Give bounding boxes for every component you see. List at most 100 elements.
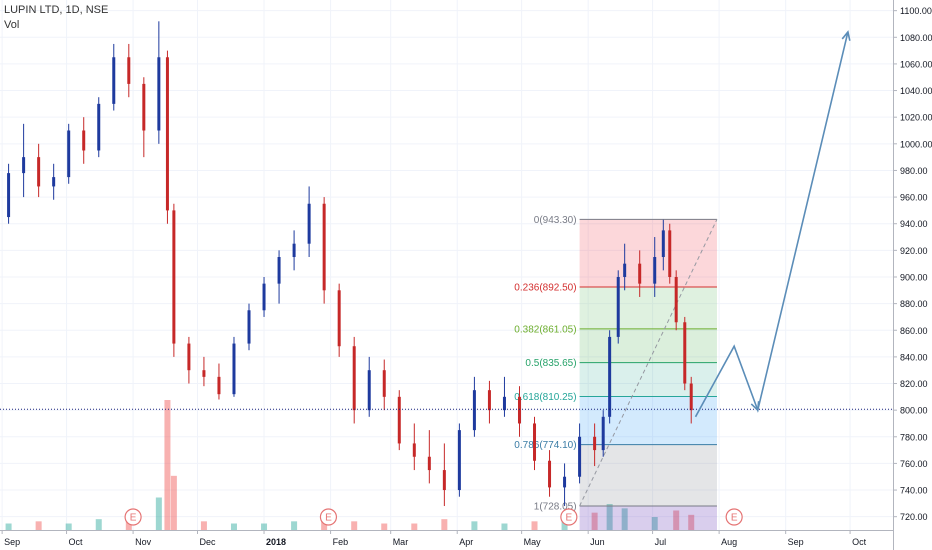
candle-body [457, 430, 461, 491]
candle-body [593, 436, 597, 451]
time-tick-label: Oct [852, 537, 867, 547]
earnings-marker-icon [319, 508, 338, 526]
candle-body [563, 476, 567, 488]
candle-body [127, 57, 131, 84]
candle-body [427, 456, 431, 471]
candle-body [472, 390, 476, 431]
price-tick-label: 860.00 [900, 326, 928, 336]
volume-bar [411, 523, 418, 530]
fib-level-label: 0.5(835.65) [525, 358, 576, 369]
time-tick-label: Nov [135, 537, 152, 547]
time-tick-label: Feb [333, 537, 349, 547]
price-tick-label: 780.00 [900, 432, 928, 442]
time-tick-label: Apr [459, 537, 473, 547]
candle-body [397, 396, 401, 444]
volume-bar [606, 504, 613, 530]
candle-body [683, 322, 687, 384]
price-tick-label: 820.00 [900, 379, 928, 389]
price-tick-label: 920.00 [900, 246, 928, 256]
fib-level-label: 0(943.30) [534, 215, 577, 226]
candle-body [608, 336, 612, 417]
price-tick-label: 940.00 [900, 219, 928, 229]
time-tick-label: Dec [199, 537, 216, 547]
fib-zone [579, 444, 717, 506]
volume-bar [155, 497, 162, 530]
candle-body [661, 230, 665, 258]
volume-bar [261, 523, 268, 530]
fib-zone [579, 328, 717, 363]
volume-bar [230, 523, 237, 530]
earnings-marker-label: E [325, 513, 332, 524]
candle-body [187, 343, 191, 371]
chart-grid [0, 0, 893, 530]
volume-bar [164, 400, 171, 530]
time-tick-label: Jul [655, 537, 667, 547]
fibonacci-retracement[interactable]: 0(943.30) 0.236(892.50) 0.382(861.05) 0.5(8… [514, 215, 718, 530]
price-tick-label: 1040.00 [900, 86, 932, 96]
candle-body [337, 290, 341, 347]
time-tick-label: Jun [590, 537, 605, 547]
fib-level-label: 0.236(892.50) [514, 282, 576, 293]
fib-level-label: 0.382(861.05) [514, 324, 576, 335]
earnings-marker-label: E [566, 513, 573, 524]
projection-polyline [694, 31, 849, 418]
price-axis[interactable]: 720.00 740.00 760.00 780.00 800.00 820.00 840.… [893, 0, 932, 550]
price-tick-label: 800.00 [900, 406, 928, 416]
fib-zone [579, 286, 717, 329]
fib-zone [579, 396, 717, 445]
price-axis-background [893, 0, 932, 550]
candle-body [22, 157, 26, 174]
volume-bar [291, 521, 298, 530]
candle-body [37, 157, 41, 187]
volume-bar [170, 475, 177, 530]
candle-body [668, 230, 672, 277]
fib-zone-extension [579, 505, 717, 530]
candle-body [548, 460, 552, 488]
earnings-marker-icon [560, 508, 578, 526]
price-tick-label: 880.00 [900, 299, 928, 309]
price-tick-label: 900.00 [900, 272, 928, 282]
time-tick-label: Sep [4, 537, 20, 547]
time-tick-label: Aug [721, 537, 737, 547]
candle-body [322, 203, 326, 291]
candle-body [502, 396, 506, 411]
candle-body [67, 130, 71, 178]
candle-body [52, 177, 56, 187]
volume-bar [531, 521, 538, 530]
time-tick-label: 2018 [266, 537, 286, 547]
candle-body [217, 376, 221, 395]
volume-bar [688, 514, 695, 530]
candle-body [653, 257, 657, 284]
volume-bar [651, 517, 658, 530]
earnings-marker-icon [725, 508, 743, 526]
fib-level-label: 0.786(774.10) [514, 440, 576, 451]
earnings-marker-label: E [731, 513, 738, 524]
candle-body [157, 57, 161, 131]
projection-path[interactable] [694, 30, 851, 418]
volume-bar [95, 519, 102, 530]
volume-bar [381, 523, 388, 530]
candle-body [487, 390, 491, 411]
candle-body [442, 470, 446, 491]
candle-body [601, 416, 605, 451]
volume-bar [591, 512, 598, 530]
volume-bar [673, 510, 680, 530]
candle-body [7, 173, 11, 218]
price-tick-label: 740.00 [900, 486, 928, 496]
volume-bar [125, 521, 132, 530]
candle-body [247, 310, 251, 344]
candle-body [352, 346, 356, 411]
price-tick-label: 1000.00 [900, 139, 932, 149]
price-tick-label: 1080.00 [900, 33, 932, 43]
candle-body [97, 103, 101, 151]
price-tick-label: 1100.00 [900, 6, 932, 16]
candle-body [382, 370, 386, 397]
price-tick-label: 760.00 [900, 459, 928, 469]
chart-legend: LUPIN LTD, 1D, NSE Vol [4, 3, 108, 33]
candle-body [202, 370, 206, 377]
candle-body [262, 283, 266, 311]
time-axis[interactable]: Sep Oct Nov Dec 2018 Feb Mar Apr May Jun Jul Aug Sep… [0, 530, 893, 547]
volume-bar [621, 508, 628, 530]
